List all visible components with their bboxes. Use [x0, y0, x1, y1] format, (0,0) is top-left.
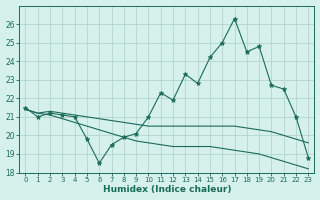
X-axis label: Humidex (Indice chaleur): Humidex (Indice chaleur) — [103, 185, 231, 194]
